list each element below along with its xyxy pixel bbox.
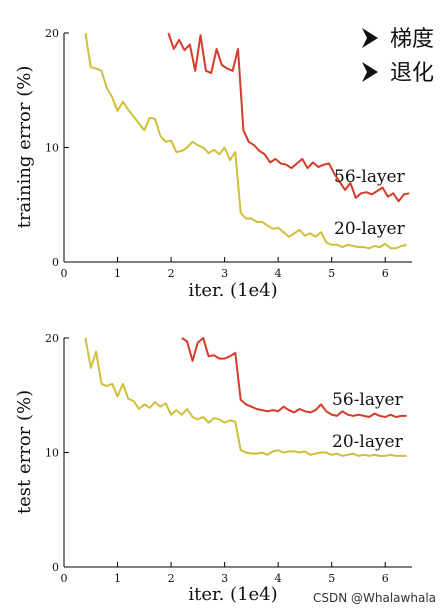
- training-x-tick-label: 0: [61, 267, 68, 280]
- training-20-layer-line: [84, 32, 407, 250]
- test-x-tick-label: 2: [168, 572, 175, 585]
- test-x-tick-label: 0: [61, 572, 68, 585]
- test-x-tick-label: 3: [221, 572, 228, 585]
- bullet-item: 梯度: [362, 27, 434, 52]
- training-y-tick-label: 10: [45, 142, 59, 155]
- training-x-tick-label: 4: [275, 267, 282, 280]
- test-y-axis-title: test error (%): [14, 390, 35, 514]
- test-x-tick-label: 5: [328, 572, 335, 585]
- test-x-tick-label: 4: [275, 572, 282, 585]
- training-error-chart: 0 1 2 3 4 5 6 0 10 20 iter. (1e4) training error …: [14, 27, 412, 301]
- test-20-layer-line: [84, 337, 407, 457]
- test-y-tick-label: 20: [45, 332, 59, 345]
- training-56-layer-line: [167, 32, 410, 203]
- bullet-text: 退化: [390, 61, 434, 86]
- training-56-layer-label: 56-layer: [334, 167, 406, 187]
- bullet-list: 梯度 退化: [362, 27, 434, 86]
- arrow-bullet-icon: [362, 28, 378, 48]
- training-y-tick-label: 20: [45, 27, 59, 40]
- test-y-tick-label: 10: [45, 447, 59, 460]
- test-x-axis-title: iter. (1e4): [188, 584, 277, 605]
- bullet-text: 梯度: [390, 27, 434, 52]
- test-56-layer-label: 56-layer: [332, 390, 404, 410]
- arrow-bullet-icon: [362, 62, 378, 82]
- watermark-text: CSDN @Whalawhala: [313, 591, 436, 605]
- training-x-tick-label: 2: [168, 267, 175, 280]
- training-x-tick-label: 5: [328, 267, 335, 280]
- training-y-tick-label: 0: [52, 256, 59, 269]
- bullet-item: 退化: [362, 61, 434, 86]
- training-series-lines: [84, 32, 410, 250]
- training-x-tick-label: 6: [382, 267, 389, 280]
- training-y-axis-title: training error (%): [14, 66, 35, 229]
- training-x-tick-label: 3: [221, 267, 228, 280]
- test-axes: 0 1 2 3 4 5 6 0 10 20: [45, 332, 412, 585]
- test-y-tick-label: 0: [52, 561, 59, 574]
- test-x-tick-label: 6: [382, 572, 389, 585]
- training-x-tick-label: 1: [114, 267, 121, 280]
- test-20-layer-label: 20-layer: [332, 432, 404, 452]
- training-20-layer-label: 20-layer: [334, 219, 406, 239]
- training-axes: 0 1 2 3 4 5 6 0 10 20: [45, 27, 412, 280]
- test-series-lines: [84, 337, 407, 457]
- training-x-axis-title: iter. (1e4): [188, 280, 277, 301]
- test-x-tick-label: 1: [114, 572, 121, 585]
- test-56-layer-line: [181, 337, 407, 418]
